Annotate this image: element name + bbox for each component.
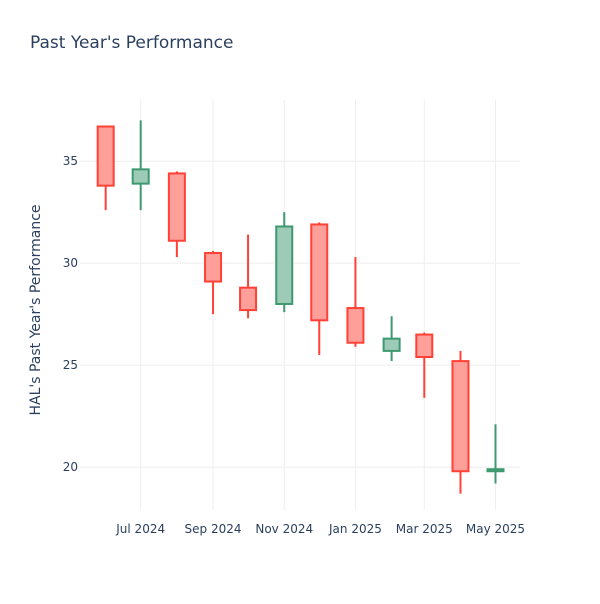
candle-increasing bbox=[131, 120, 150, 211]
candle-decreasing bbox=[167, 171, 186, 258]
x-tick-label: Mar 2025 bbox=[396, 522, 453, 536]
candle-decreasing bbox=[346, 257, 365, 347]
candle-body bbox=[167, 172, 186, 242]
x-tick-label: May 2025 bbox=[466, 522, 525, 536]
candle-increasing bbox=[382, 316, 401, 362]
candle-decreasing bbox=[204, 250, 223, 315]
candle-body bbox=[310, 223, 329, 322]
y-tick-label: 25 bbox=[63, 358, 78, 372]
y-tick-label: 20 bbox=[63, 460, 78, 474]
candle-body bbox=[204, 251, 223, 283]
candle-body bbox=[131, 168, 150, 185]
x-tick-label: Jul 2024 bbox=[115, 522, 165, 536]
candle-increasing bbox=[486, 424, 505, 484]
candle-body bbox=[382, 337, 401, 352]
x-tick-label: Nov 2024 bbox=[255, 522, 313, 536]
y-axis-label: HAL's Past Year's Performance bbox=[28, 204, 44, 415]
candle-decreasing bbox=[239, 234, 258, 319]
candle-body bbox=[346, 307, 365, 344]
candle-body bbox=[415, 333, 434, 359]
y-tick-label: 35 bbox=[63, 154, 78, 168]
candle-body bbox=[239, 286, 258, 312]
candle-decreasing bbox=[451, 350, 470, 494]
candle-body bbox=[451, 360, 470, 473]
chart-title: Past Year's Performance bbox=[30, 33, 234, 53]
x-tick-label: Jan 2025 bbox=[328, 522, 382, 536]
candle-layer bbox=[96, 120, 505, 494]
candle-increasing bbox=[275, 212, 294, 313]
axis-layer: 20 25 30 35 Jul 2024 Sep 2024 Nov 2024 Jan 2025… bbox=[63, 154, 525, 536]
candle-decreasing bbox=[310, 222, 329, 355]
candle-body bbox=[96, 125, 115, 187]
candle-body bbox=[275, 225, 294, 305]
candle-decreasing bbox=[415, 332, 434, 398]
candle-decreasing bbox=[96, 125, 115, 211]
candle-body bbox=[486, 468, 505, 473]
y-tick-label: 30 bbox=[63, 256, 78, 270]
x-tick-label: Sep 2024 bbox=[185, 522, 242, 536]
